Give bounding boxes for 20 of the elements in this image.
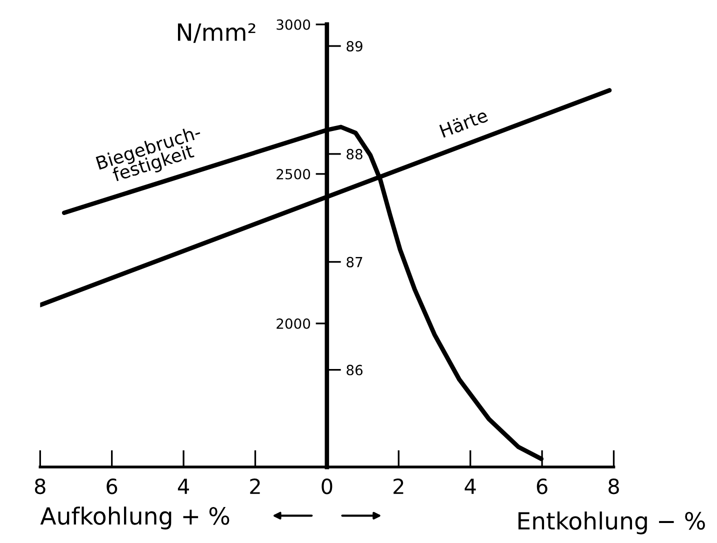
y2-tick-label: 87 <box>346 256 362 268</box>
x-axis-title: Aufkohlung + % <box>40 506 230 530</box>
text: Entkohlung − % <box>518 511 705 534</box>
x-tick-label: 4 <box>464 478 476 494</box>
y2-tick-label: 86 <box>346 364 362 376</box>
x-tick-label: 8 <box>608 478 619 494</box>
y2-tick-label: 89 <box>346 40 362 52</box>
x-tick-label: 2 <box>250 478 260 494</box>
y-tick-label: 2000 <box>276 318 310 329</box>
x-tick-label: 6 <box>536 478 548 494</box>
y2-tick-label: 88 <box>346 148 362 160</box>
x-tick-label: 2 <box>394 478 404 494</box>
y-tick-label: 3000 <box>276 19 310 30</box>
y-tick-label: 2500 <box>276 168 310 180</box>
text: Härte <box>439 108 488 138</box>
x-tick-label: 4 <box>178 478 190 494</box>
x-tick-label: 6 <box>106 478 118 494</box>
x-tick-label: 0 <box>322 478 332 494</box>
x-tick-label: 8 <box>34 478 46 494</box>
y-axis-title: N/mm² <box>178 23 256 43</box>
